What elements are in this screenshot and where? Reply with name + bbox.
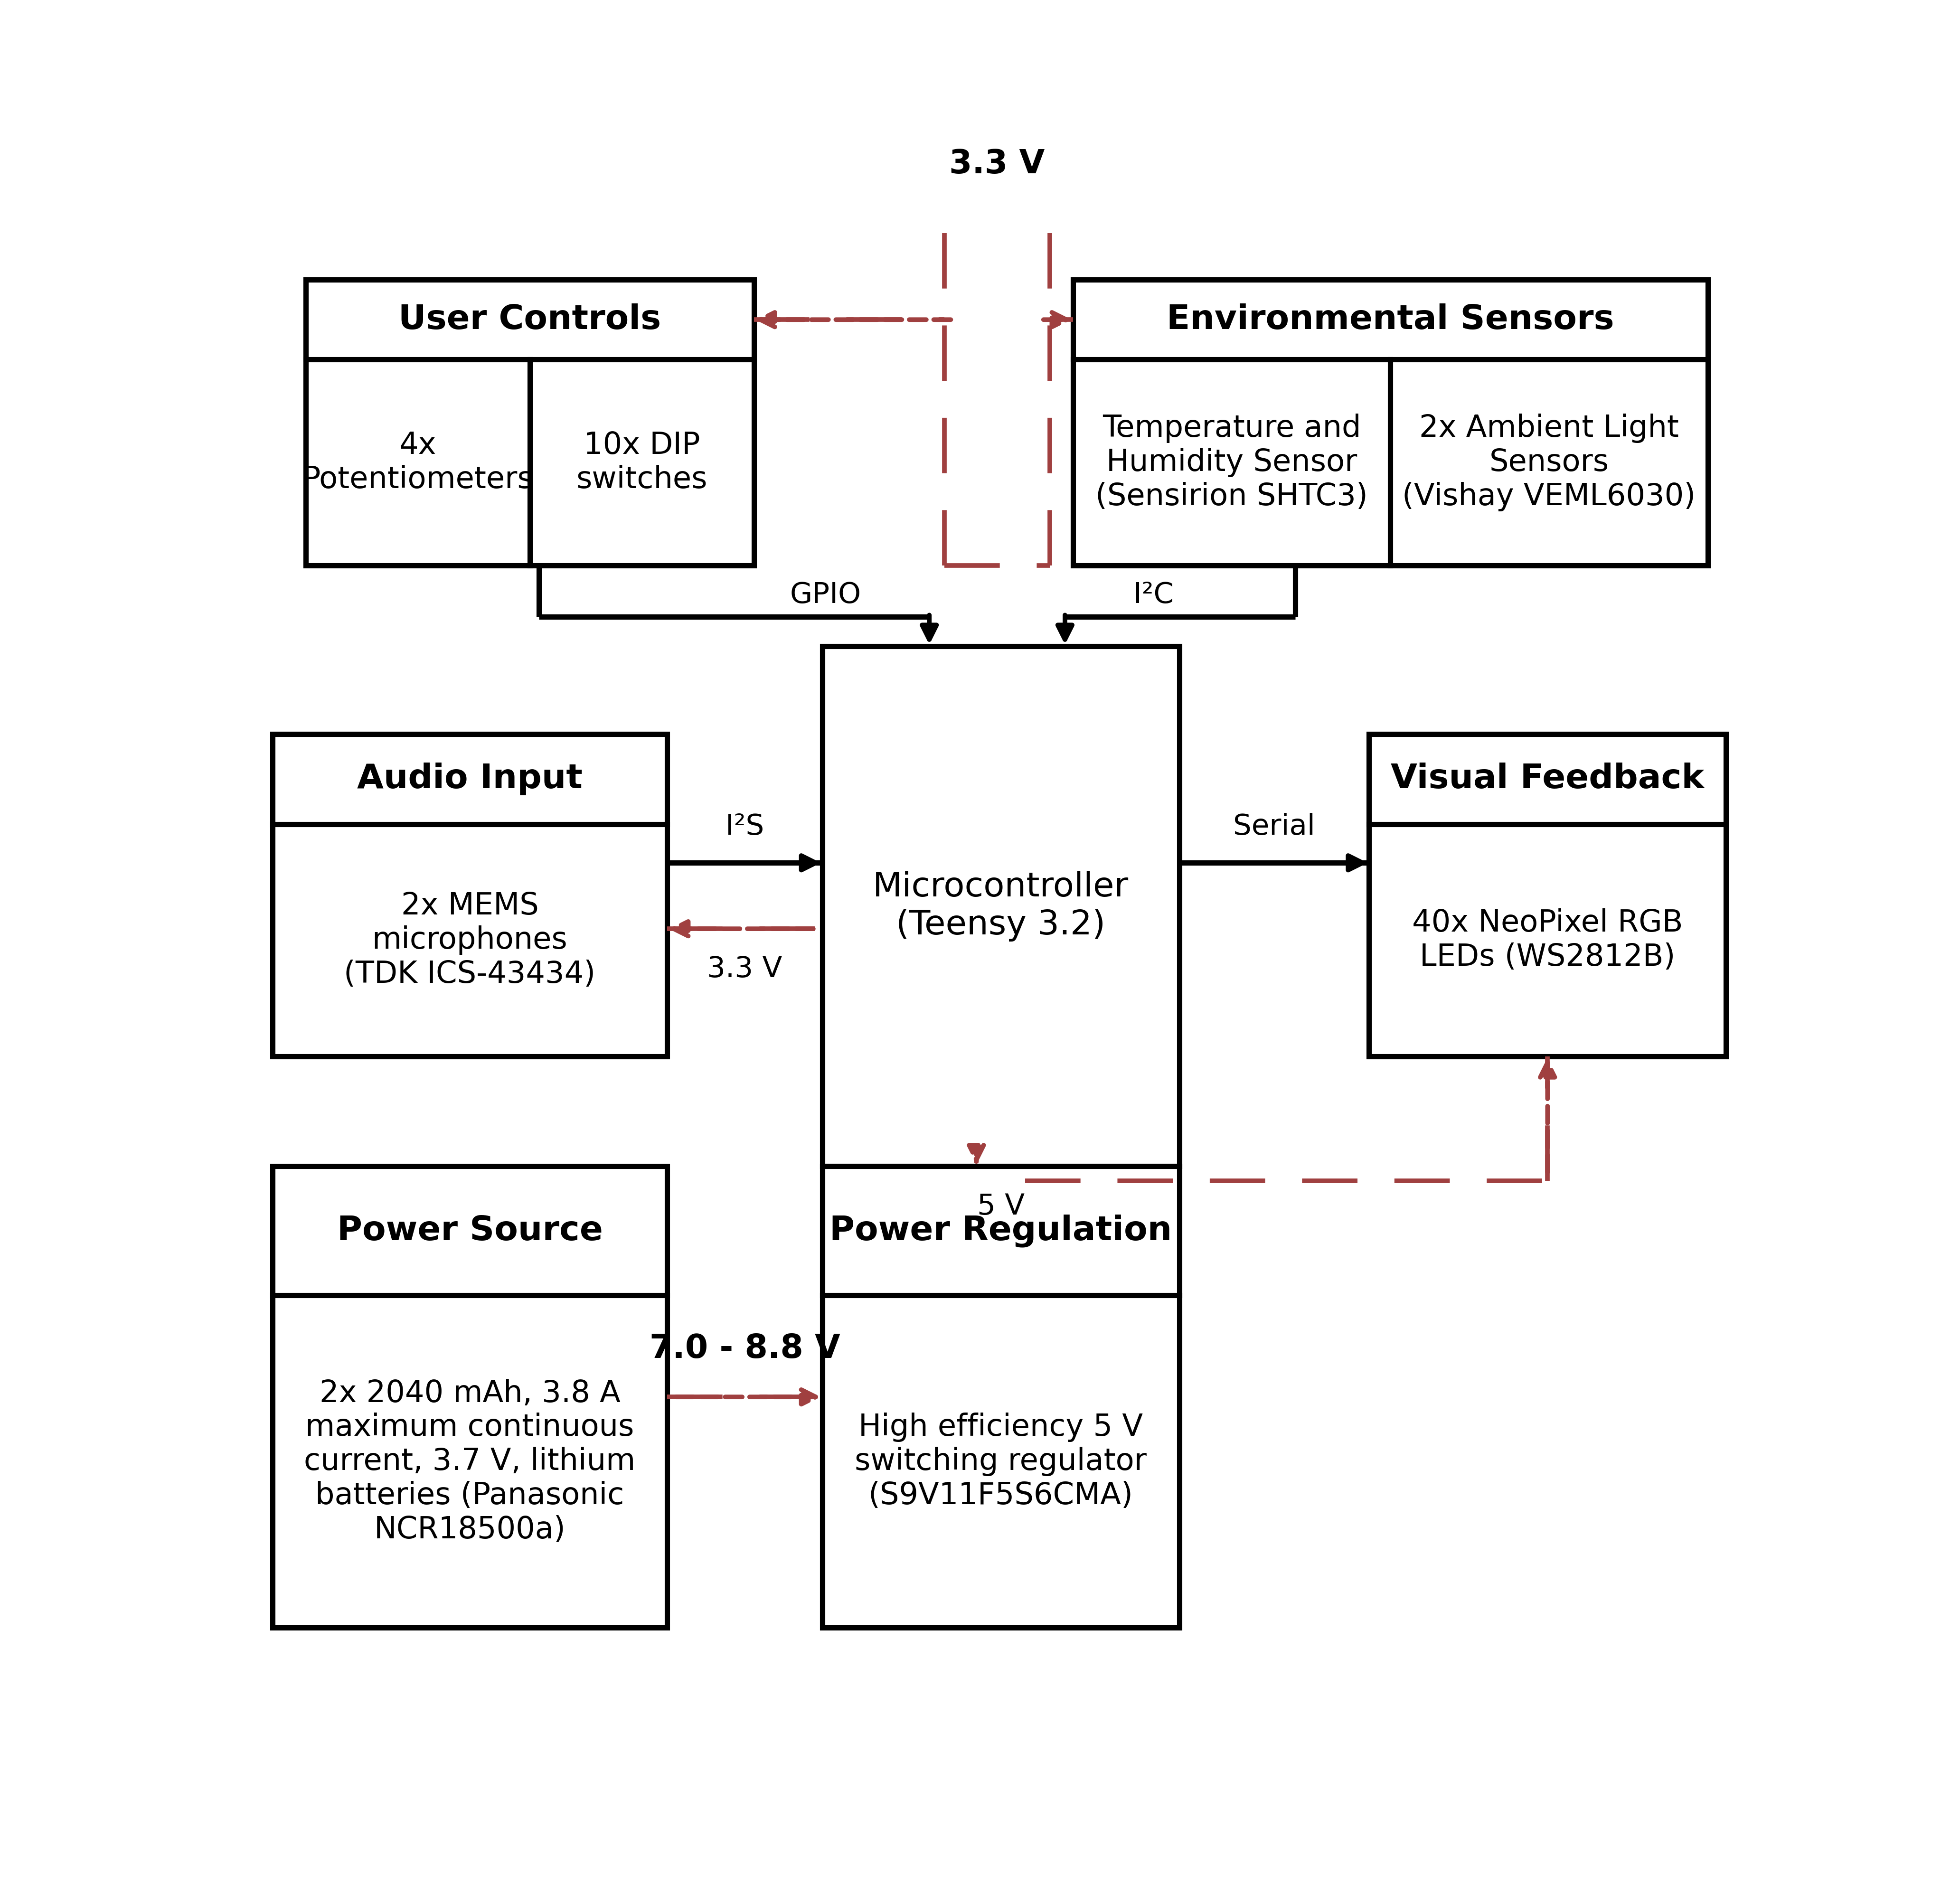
Text: Visual Feedback: Visual Feedback bbox=[1392, 763, 1705, 795]
Text: 7.0 - 8.8 V: 7.0 - 8.8 V bbox=[649, 1332, 841, 1364]
Bar bbox=[823, 1167, 1180, 1627]
Text: Power Source: Power Source bbox=[337, 1214, 604, 1246]
Text: 40x NeoPixel RGB
LEDs (WS2812B): 40x NeoPixel RGB LEDs (WS2812B) bbox=[1411, 908, 1684, 972]
Bar bbox=[1072, 280, 1707, 565]
Text: 4x
Potentiometers: 4x Potentiometers bbox=[302, 430, 533, 495]
Text: Serial: Serial bbox=[1233, 813, 1315, 841]
Text: Microcontroller
(Teensy 3.2): Microcontroller (Teensy 3.2) bbox=[872, 872, 1129, 942]
Text: GPIO: GPIO bbox=[790, 580, 860, 609]
Text: 3.3 V: 3.3 V bbox=[708, 955, 782, 984]
Text: 5 V: 5 V bbox=[976, 1193, 1025, 1220]
Text: 2x Ambient Light
Sensors
(Vishay VEML6030): 2x Ambient Light Sensors (Vishay VEML603… bbox=[1401, 413, 1695, 512]
Text: Environmental Sensors: Environmental Sensors bbox=[1166, 303, 1615, 337]
Text: I²C: I²C bbox=[1133, 580, 1174, 609]
Text: Power Regulation: Power Regulation bbox=[829, 1214, 1172, 1246]
Text: User Controls: User Controls bbox=[398, 303, 661, 337]
Text: 2x MEMS
microphones
(TDK ICS-43434): 2x MEMS microphones (TDK ICS-43434) bbox=[343, 891, 596, 990]
Text: I²S: I²S bbox=[725, 813, 764, 841]
Text: 10x DIP
switches: 10x DIP switches bbox=[576, 430, 708, 495]
Bar bbox=[823, 645, 1180, 1167]
Text: 2x 2040 mAh, 3.8 A
maximum continuous
current, 3.7 V, lithium
batteries (Panason: 2x 2040 mAh, 3.8 A maximum continuous cu… bbox=[304, 1378, 635, 1545]
Text: 3.3 V: 3.3 V bbox=[949, 148, 1045, 181]
Bar bbox=[306, 280, 755, 565]
Text: Audio Input: Audio Input bbox=[357, 763, 582, 795]
Text: High efficiency 5 V
switching regulator
(S9V11F5S6CMA): High efficiency 5 V switching regulator … bbox=[855, 1412, 1147, 1511]
Bar bbox=[272, 735, 666, 1056]
Bar bbox=[272, 1167, 666, 1627]
Bar bbox=[1370, 735, 1727, 1056]
Text: Temperature and
Humidity Sensor
(Sensirion SHTC3): Temperature and Humidity Sensor (Sensiri… bbox=[1096, 413, 1368, 512]
